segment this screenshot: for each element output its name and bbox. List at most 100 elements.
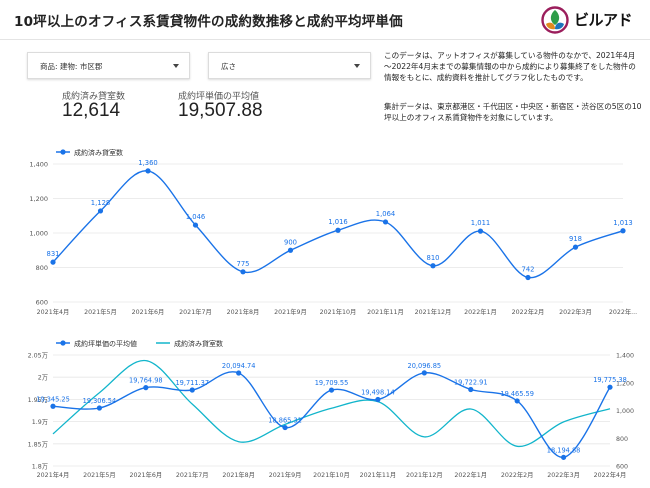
data-point[interactable] [620, 228, 626, 234]
building-area-filter-label: 商品: 建物: 市区郡 [40, 62, 103, 71]
data-point[interactable] [240, 269, 246, 275]
data-point[interactable] [430, 263, 436, 269]
data-point[interactable] [382, 219, 389, 225]
legend-label: 成約坪単価の平均値 [74, 339, 137, 348]
y-tick-label: 1,400 [29, 161, 48, 169]
data-label: 1,064 [376, 210, 395, 218]
data-point[interactable] [375, 396, 381, 403]
data-point[interactable] [468, 386, 474, 393]
y-tick-label: 1,200 [29, 195, 48, 203]
data-label: 742 [522, 266, 535, 274]
legend-dot-marker [60, 340, 66, 346]
x-tick-label: 2021年8月 [227, 307, 260, 316]
x-tick-label: 2021年7月 [179, 307, 212, 316]
data-label: 19,775.38 [593, 376, 627, 384]
x-tick-label: 2021年11月 [367, 307, 404, 316]
kpi-avg-price-value: 19,507.88 [178, 100, 263, 121]
data-label: 900 [284, 238, 297, 246]
leased-count-line-chart: 成約済み貸室数 600 800 1,000 1,200 1,400 2021年4月 2021年… [29, 148, 637, 316]
data-label: 1,011 [471, 219, 490, 227]
data-point[interactable] [572, 244, 579, 250]
y-tick-label-right: 1,000 [616, 408, 634, 415]
data-label: 1,128 [91, 199, 110, 207]
data-label: 19,722.91 [454, 379, 488, 387]
x-tick-label: 2021年5月 [83, 470, 116, 479]
data-point[interactable] [143, 385, 149, 391]
legend-label: 成約済み貸室数 [174, 339, 223, 348]
data-point[interactable] [607, 384, 613, 390]
data-point[interactable] [50, 403, 56, 409]
x-tick-label: 2021年5月 [84, 307, 117, 316]
data-point[interactable] [50, 259, 56, 265]
data-label: 775 [237, 260, 250, 268]
legend-label: 成約済み貸室数 [74, 148, 123, 157]
y-tick-label-left: 1.9万 [32, 418, 48, 426]
y-tick-label-left: 2.05万 [28, 352, 48, 360]
y-tick-label-left: 2万 [38, 374, 48, 382]
data-point[interactable] [477, 228, 484, 234]
data-point[interactable] [328, 387, 335, 393]
data-label: 19,711.37 [175, 379, 209, 387]
x-tick-label: 2021年6月 [132, 307, 165, 316]
dropdown-arrow-icon [173, 64, 179, 68]
y-tick-label: 1,000 [29, 230, 48, 238]
data-point[interactable] [97, 208, 104, 214]
data-point[interactable] [96, 405, 103, 411]
x-tick-label: 2021年7月 [176, 470, 209, 479]
data-point[interactable] [192, 222, 199, 228]
y-tick-label-right: 1,200 [616, 380, 634, 387]
data-label: 19,465.59 [500, 390, 534, 398]
x-tick-label: 2021年10月 [313, 470, 350, 479]
y-tick-label-left: 1.85万 [28, 440, 48, 448]
data-label: 1,046 [186, 213, 205, 221]
data-point[interactable] [282, 424, 288, 431]
x-tick-label: 2022年2月 [512, 307, 545, 316]
chart-legend: 成約済み貸室数 [56, 148, 123, 157]
x-tick-label: 2021年4月 [37, 470, 70, 479]
x-tick-label: 2021年12月 [415, 307, 452, 316]
data-point[interactable] [236, 370, 242, 376]
data-label: 1,013 [613, 219, 632, 227]
data-point[interactable] [145, 168, 151, 174]
data-point[interactable] [335, 227, 341, 233]
data-label: 20,094.74 [222, 362, 256, 370]
data-point[interactable] [421, 370, 427, 376]
data-label: 18,194.88 [547, 446, 581, 454]
x-tick-label: 2021年9月 [274, 307, 307, 316]
kpi-leased-count-label: 成約済み貸室数 [62, 92, 126, 102]
x-tick-label: 2022年3月 [559, 307, 592, 316]
chart-legend: 成約坪単価の平均値 成約済み貸室数 [56, 339, 223, 348]
y-tick-label-right: 800 [616, 436, 628, 443]
x-tick-label: 2022年4月 [594, 470, 627, 479]
area-size-filter-label: 広さ [221, 62, 236, 71]
x-tick-label: 2022年2月 [501, 470, 534, 479]
x-tick-label: 2021年8月 [222, 470, 255, 479]
logo-text: ビルアド [574, 11, 633, 29]
description-paragraph-2: 集計データは、東京都港区・千代田区・中央区・新宿区・渋谷区の5区の10坪以上のオ… [384, 102, 642, 123]
y-tick-label-left: 1.8万 [32, 463, 48, 471]
x-tick-label: 2021年12月 [406, 470, 443, 479]
data-point[interactable] [525, 274, 531, 281]
x-tick-label: 2021年6月 [130, 470, 163, 479]
data-label: 20,096.85 [408, 362, 442, 370]
y-tick-label: 600 [36, 299, 48, 307]
y-tick-label: 800 [36, 264, 48, 272]
area-size-filter[interactable]: 広さ [208, 52, 371, 79]
data-point[interactable] [514, 398, 520, 404]
data-label: 19,498.14 [361, 388, 395, 396]
avg-price-combo-chart: 成約坪単価の平均値 成約済み貸室数 1.8万 1.85万 1.9万 1.95万 2万 2.05… [28, 339, 634, 479]
page-title: 10坪以上のオフィス系賃貸物件の成約数推移と成約平均坪単価 [14, 14, 403, 30]
data-label: 18,865.31 [268, 417, 302, 425]
data-point[interactable] [560, 454, 567, 460]
x-tick-label: 2021年11月 [360, 470, 397, 479]
data-label: 19,709.55 [315, 379, 349, 387]
y-tick-label-right: 600 [616, 464, 628, 471]
building-area-filter[interactable]: 商品: 建物: 市区郡 [27, 52, 190, 79]
x-tick-label: 2022年1月 [464, 307, 497, 316]
kpi-leased-count-value: 12,614 [62, 100, 121, 121]
data-point[interactable] [189, 387, 195, 393]
data-point[interactable] [287, 247, 294, 253]
data-label: 19,764.98 [129, 377, 163, 385]
x-tick-label: 2021年9月 [269, 470, 302, 479]
series-line-leased-count [52, 359, 611, 447]
